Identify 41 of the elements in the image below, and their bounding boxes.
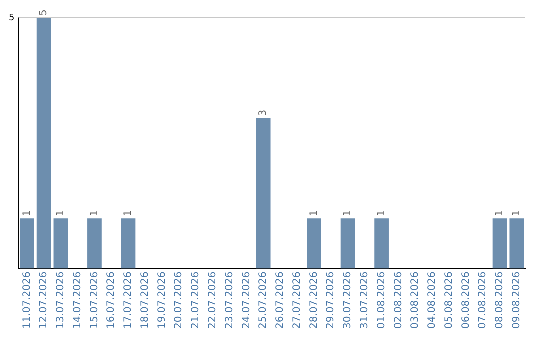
x-tick-label: 24.07.2026	[241, 272, 252, 330]
data-label: 1	[494, 210, 506, 217]
x-tick-label: 26.07.2026	[275, 272, 286, 330]
x-tick-label: 15.07.2026	[89, 272, 100, 330]
x-tick-label: 30.07.2026	[342, 272, 354, 330]
x-tick-label: 21.07.2026	[190, 272, 202, 330]
x-tick-label: 28.07.2026	[308, 272, 320, 330]
x-tick-label: 05.08.2026	[444, 272, 455, 330]
x-tick-label: 08.08.2026	[494, 272, 506, 330]
x-tick-label: 02.08.2026	[393, 272, 404, 330]
x-tick-label: 16.07.2026	[106, 272, 118, 330]
x-tick-label: 07.08.2026	[478, 272, 489, 330]
x-tick-label: 03.08.2026	[410, 272, 422, 330]
data-label: 1	[22, 210, 33, 217]
data-label: 1	[56, 210, 67, 217]
data-label: 5	[38, 10, 50, 16]
x-tick-label: 01.08.2026	[376, 272, 388, 330]
x-tick-label: 27.07.2026	[292, 272, 303, 330]
data-label: 1	[376, 210, 388, 217]
x-tick-label: 12.07.2026	[38, 272, 50, 330]
x-tick-label: 31.07.2026	[360, 272, 371, 330]
x-tick-label: 11.07.2026	[22, 272, 33, 330]
data-label: 3	[258, 110, 270, 116]
x-tick-label: 19.07.2026	[156, 272, 168, 330]
data-label: 1	[123, 210, 134, 217]
x-tick-label: 13.07.2026	[56, 272, 67, 330]
x-tick-label: 06.08.2026	[460, 272, 472, 330]
x-tick-label: 18.07.2026	[140, 272, 151, 330]
x-tick-label: 29.07.2026	[326, 272, 337, 330]
x-tick-label: 09.08.2026	[511, 272, 522, 330]
x-tick-label: 23.07.2026	[224, 272, 236, 330]
x-tick-label: 20.07.2026	[174, 272, 185, 330]
x-tick-label: 04.08.2026	[427, 272, 438, 330]
x-tick-label: 22.07.2026	[208, 272, 219, 330]
x-tick-label: 14.07.2026	[72, 272, 84, 330]
data-label: 1	[89, 210, 100, 217]
data-label: 1	[308, 210, 320, 217]
x-tick-label: 17.07.2026	[123, 272, 134, 330]
data-label: 1	[511, 210, 522, 217]
data-label: 1	[342, 210, 354, 217]
x-tick-label: 25.07.2026	[258, 272, 270, 330]
